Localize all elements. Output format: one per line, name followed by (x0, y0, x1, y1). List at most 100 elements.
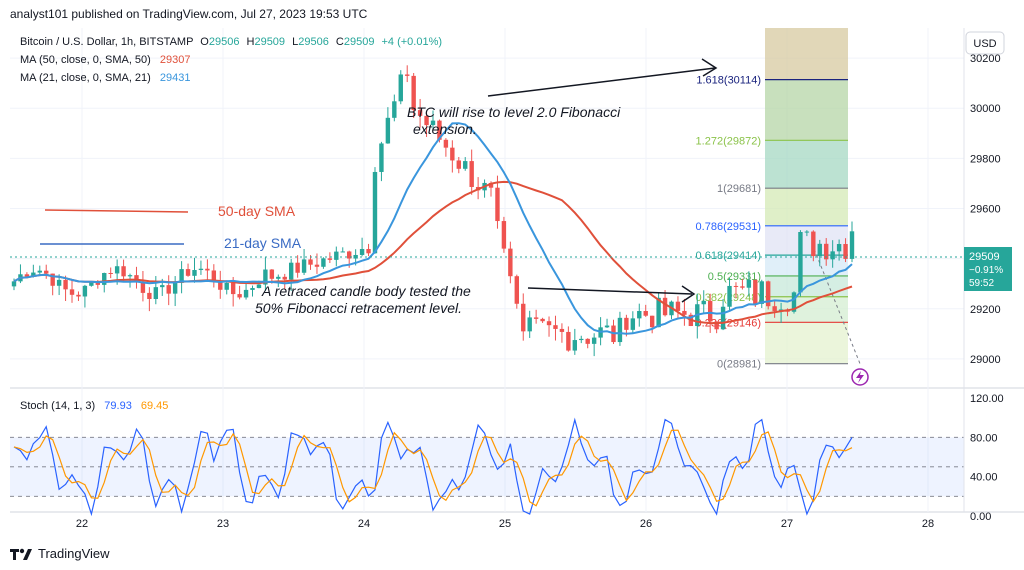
candle-body (456, 160, 461, 169)
candle-body (237, 294, 242, 298)
candle-body (424, 115, 429, 126)
badge-countdown: 59:52 (969, 278, 994, 289)
alert-lightning-icon[interactable] (851, 368, 869, 386)
candle-body (637, 311, 642, 319)
chart-legend: Bitcoin / U.S. Dollar, 1h, BITSTAMP O295… (20, 36, 442, 412)
candle-body (301, 259, 307, 273)
sma50-label: 50-day SMA (218, 203, 296, 219)
candle-body (276, 276, 281, 279)
candle-body (811, 231, 816, 257)
candle-body (643, 311, 648, 316)
candle-body (140, 282, 146, 293)
candle-body (463, 161, 468, 169)
stoch-tick-label: 120.00 (970, 393, 1004, 405)
candle-body (495, 187, 500, 222)
candle-body (521, 303, 526, 332)
legend-stoch: Stoch (14, 1, 3) (20, 400, 95, 412)
candle-body (830, 251, 835, 260)
svg-text:Stoch (14, 1, 3) 79.93: Stoch (14, 1, 3) 79.93 69.45 (20, 400, 168, 412)
candle-body (417, 110, 423, 116)
fib-level-label: 1.272(29872) (696, 135, 761, 147)
candle-body (50, 273, 55, 286)
fib-zone (765, 28, 848, 80)
candle-body (579, 338, 584, 341)
candle-body (185, 269, 191, 276)
candle-body (179, 269, 184, 283)
candle-body (63, 279, 68, 290)
candle-body (540, 318, 545, 322)
fib-level-label: 1.618(30114) (696, 75, 761, 87)
price-tick-label: 29600 (970, 204, 1001, 216)
candle-body (553, 325, 558, 329)
price-tick-label: 29800 (970, 153, 1001, 165)
time-tick-label: 24 (358, 518, 370, 530)
ma21-line (13, 122, 853, 335)
candle-body (733, 285, 739, 287)
candle-body (501, 221, 507, 249)
fib-zone (765, 322, 848, 364)
candle-body (192, 270, 197, 276)
candle-body (392, 101, 397, 118)
fib-level-label: 0.5(29331) (708, 271, 761, 283)
candle-body (69, 289, 75, 295)
candle-body (405, 74, 410, 76)
candle-body (263, 269, 268, 285)
candle-body (205, 268, 210, 271)
candle-body (314, 264, 320, 267)
badge-change: −0.91% (969, 265, 1003, 276)
candle-body (211, 270, 217, 282)
candle-body (836, 244, 842, 252)
candle-body (166, 285, 171, 294)
candle-body (656, 297, 661, 328)
price-tick-label: 30000 (970, 103, 1001, 115)
btc-annotation-line2: extension. (413, 121, 477, 137)
candle-body (430, 120, 436, 126)
price-tick-label: 29200 (970, 304, 1001, 316)
candle-body (630, 318, 636, 330)
time-tick-label: 23 (217, 518, 229, 530)
candlestick-series (11, 65, 855, 357)
candle-body (488, 182, 494, 188)
tradingview-logo[interactable]: TradingView (10, 546, 110, 561)
candle-body (617, 317, 623, 343)
candle-body (514, 276, 519, 304)
candle-body (366, 248, 371, 254)
candle-body (527, 317, 532, 332)
ma50-line (13, 180, 853, 325)
candle-body (24, 274, 30, 277)
candle-body (372, 171, 378, 254)
candle-body (44, 270, 49, 274)
candle-body (624, 317, 629, 330)
candle-body (282, 276, 287, 280)
candle-body (89, 282, 94, 286)
currency-button[interactable]: USD (965, 31, 1005, 55)
candle-body (243, 289, 249, 298)
footer: TradingView (0, 540, 1024, 570)
candle-body (701, 300, 706, 305)
time-tick-label: 27 (781, 518, 793, 530)
candle-body (56, 279, 62, 286)
candle-body (766, 281, 771, 307)
fib-zone (765, 140, 848, 189)
time-axis[interactable]: 22 23 24 25 26 27 28 (76, 518, 934, 530)
stoch-d-line (13, 429, 853, 507)
sma21-label: 21-day SMA (224, 235, 302, 251)
retrace-annotation-line1: A retraced candle body tested the (261, 283, 471, 299)
candle-body (437, 120, 442, 140)
candle-body (31, 272, 36, 277)
candle-body (147, 292, 152, 300)
fib-zone (765, 188, 848, 226)
candle-body (256, 284, 262, 289)
annotation-btc-target: BTC will rise to level 2.0 Fibonacci ext… (407, 58, 718, 137)
fibonacci-extension[interactable]: 2(30382)1.618(30114)1.272(29872)1(29681)… (696, 28, 861, 371)
chart-canvas[interactable]: 2(30382)1.618(30114)1.272(29872)1(29681)… (0, 28, 1024, 540)
candle-body (759, 281, 764, 304)
badge-price: 29509 (969, 251, 1000, 263)
candle-body (798, 231, 803, 293)
fib-zone (765, 79, 848, 141)
candle-body (114, 266, 120, 274)
header-bar: analyst101 published on TradingView.com,… (0, 0, 1024, 28)
legend-ma21: MA (21, close, 0, SMA, 21) (20, 72, 151, 84)
time-tick-label: 26 (640, 518, 652, 530)
svg-text:USD: USD (973, 38, 996, 50)
